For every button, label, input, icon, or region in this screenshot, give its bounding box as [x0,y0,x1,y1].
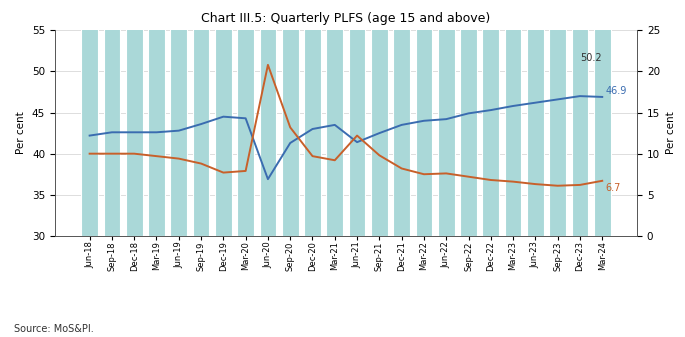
Unemployment rate (RHS) [353,133,361,137]
Bar [327,0,343,236]
Bar [82,0,98,236]
Unemployment rate (RHS) [108,152,116,156]
Bar [549,0,566,236]
Unemployment rate (RHS) [576,183,584,187]
Bar [416,0,432,236]
Bar [505,0,521,236]
Bar [148,0,165,236]
Bar [371,0,388,236]
Unemployment rate (RHS) [420,172,428,176]
Line: Worker population ratio: Worker population ratio [90,96,602,179]
Y-axis label: Per cent: Per cent [666,112,675,154]
Worker population ratio [219,115,227,119]
Worker population ratio [264,177,272,181]
Bar [103,0,121,236]
Worker population ratio [308,127,316,131]
Bar [304,0,321,236]
Worker population ratio [442,117,450,121]
Worker population ratio [420,119,428,123]
Worker population ratio [286,141,295,145]
Bar [393,0,410,236]
Title: Chart III.5: Quarterly PLFS (age 15 and above): Chart III.5: Quarterly PLFS (age 15 and … [201,12,490,25]
Unemployment rate (RHS) [442,172,450,176]
Unemployment rate (RHS) [598,179,606,183]
Worker population ratio [175,129,183,133]
Text: 50.2: 50.2 [580,53,602,63]
Worker population ratio [576,94,584,98]
Unemployment rate (RHS) [331,158,339,162]
Worker population ratio [86,133,94,137]
Worker population ratio [486,108,495,112]
Worker population ratio [353,140,361,144]
Worker population ratio [553,97,562,101]
Line: Unemployment rate (RHS): Unemployment rate (RHS) [90,65,602,186]
Unemployment rate (RHS) [86,152,94,156]
Unemployment rate (RHS) [375,153,384,157]
Bar [282,0,299,236]
Bar [192,0,210,236]
Bar [527,0,544,236]
Worker population ratio [598,95,606,99]
Unemployment rate (RHS) [219,171,227,175]
Bar [215,0,232,236]
Worker population ratio [152,130,160,134]
Unemployment rate (RHS) [308,154,316,158]
Worker population ratio [464,111,473,115]
Worker population ratio [108,130,116,134]
Text: 6.7: 6.7 [606,183,621,193]
Bar [438,0,455,236]
Text: Source: MoS&PI.: Source: MoS&PI. [14,324,93,334]
Unemployment rate (RHS) [509,180,517,184]
Worker population ratio [242,116,250,120]
Unemployment rate (RHS) [175,157,183,161]
Unemployment rate (RHS) [532,182,540,186]
Bar [571,0,588,236]
Unemployment rate (RHS) [486,178,495,182]
Bar [349,0,365,236]
Worker population ratio [532,101,540,105]
Worker population ratio [375,131,384,135]
Bar [460,0,477,236]
Worker population ratio [397,123,406,127]
Text: 46.9: 46.9 [606,86,627,96]
Unemployment rate (RHS) [553,184,562,188]
Worker population ratio [509,104,517,108]
Unemployment rate (RHS) [130,152,138,156]
Y-axis label: Per cent: Per cent [16,112,26,154]
Worker population ratio [130,130,138,134]
Unemployment rate (RHS) [286,125,295,129]
Unemployment rate (RHS) [264,63,272,67]
Bar [237,0,254,236]
Bar [126,0,142,236]
Unemployment rate (RHS) [464,175,473,179]
Unemployment rate (RHS) [242,169,250,173]
Bar [482,0,499,236]
Unemployment rate (RHS) [152,154,160,158]
Worker population ratio [197,122,205,126]
Bar [260,0,276,236]
Bar [594,0,610,236]
Unemployment rate (RHS) [197,161,205,165]
Bar [171,0,187,236]
Worker population ratio [331,123,339,127]
Unemployment rate (RHS) [397,166,406,171]
